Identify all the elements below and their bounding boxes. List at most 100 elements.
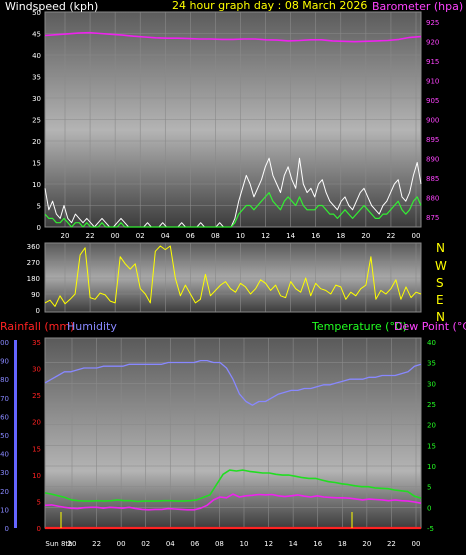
rain-y-tick: 25: [32, 392, 41, 400]
rain-y-tick: 10: [32, 472, 41, 480]
barometer-y-tick: 925: [426, 19, 439, 27]
dir-y-tick: 0: [36, 307, 40, 315]
humidity-axis-bar: [14, 340, 17, 528]
rain-y-tick: 0: [37, 525, 41, 533]
barometer-y-tick: 915: [426, 58, 439, 66]
temp-y-tick: 0: [427, 504, 431, 512]
rainfall-title: Rainfall (mm): [0, 320, 74, 333]
dir-label-s: S: [436, 276, 444, 290]
barometer-y-tick: 880: [426, 195, 439, 203]
wind-x-tick: 06: [186, 232, 195, 240]
temp-x-tick: 04: [166, 540, 175, 548]
wind-y-tick: 50: [32, 9, 41, 17]
graph-title: 24 hour graph day : 08 March 2026: [172, 0, 367, 12]
wind-x-tick: 04: [161, 232, 170, 240]
humidity-y-tick: 20: [0, 488, 9, 496]
wind-x-tick: 00: [412, 232, 421, 240]
temp-x-tick: Sun 8th: [45, 540, 72, 548]
rain-y-tick: 15: [32, 445, 41, 453]
temp-y-tick: 40: [427, 339, 436, 347]
rain-y-tick: 35: [32, 339, 41, 347]
wind-x-tick: 10: [236, 232, 245, 240]
temp-y-tick: 20: [427, 422, 436, 430]
temp-x-tick: 00: [117, 540, 126, 548]
rain-y-tick: 30: [32, 366, 41, 374]
temp-x-tick: 12: [264, 540, 273, 548]
barometer-y-tick: 890: [426, 156, 439, 164]
temperature-title: Temperature (°C): [311, 320, 407, 333]
dir-y-tick: 180: [27, 275, 40, 283]
wind-y-tick: 45: [32, 31, 41, 39]
wind-y-tick: 30: [32, 95, 41, 103]
wind-x-tick: 20: [361, 232, 370, 240]
wind-y-tick: 0: [37, 224, 41, 232]
barometer-title: Barometer (hpa): [372, 0, 463, 13]
humidity-y-tick: 80: [0, 376, 9, 384]
temp-x-tick: 16: [313, 540, 322, 548]
wind-y-tick: 35: [32, 74, 41, 82]
barometer-y-tick: 895: [426, 136, 439, 144]
temp-y-tick: 25: [427, 401, 436, 409]
rain-y-tick: 5: [37, 498, 41, 506]
wind-x-tick: 16: [311, 232, 320, 240]
dir-y-tick: 360: [27, 243, 40, 251]
wind-y-tick: 25: [32, 117, 41, 125]
temp-x-tick: 10: [240, 540, 249, 548]
humidity-y-tick: 50: [0, 432, 9, 440]
wind-x-tick: 12: [261, 232, 270, 240]
barometer-y-tick: 920: [426, 38, 439, 46]
wind-x-tick: 14: [286, 232, 295, 240]
dir-y-tick: 90: [31, 291, 40, 299]
wind-y-tick: 20: [32, 138, 41, 146]
temperature-line: [44, 469, 422, 503]
wind-x-tick: 22: [86, 232, 95, 240]
humidity-y-tick: 10: [0, 506, 9, 514]
dir-label-w: W: [435, 259, 447, 273]
temp-y-tick: 5: [427, 484, 431, 492]
wind-x-tick: 00: [111, 232, 120, 240]
barometer-y-tick: 900: [426, 117, 439, 125]
temp-x-tick: 20: [362, 540, 371, 548]
wind-y-tick: 5: [37, 203, 41, 211]
barometer-y-tick: 910: [426, 77, 439, 85]
temp-x-tick: 20: [68, 540, 77, 548]
temp-x-tick: 18: [338, 540, 347, 548]
wind-y-tick: 40: [32, 52, 41, 60]
barometer-y-tick: 905: [426, 97, 439, 105]
temp-x-tick: 22: [92, 540, 101, 548]
dir-y-tick: 270: [27, 259, 40, 267]
wind-gust-line: [44, 157, 422, 228]
wind-x-tick: 22: [386, 232, 395, 240]
humidity-y-tick: 40: [0, 451, 9, 459]
temp-x-tick: 02: [141, 540, 150, 548]
humidity-y-tick: 70: [0, 395, 9, 403]
dir-label-e: E: [436, 293, 444, 307]
temp-x-tick: 22: [387, 540, 396, 548]
dir-label-n-bottom: N: [436, 310, 445, 324]
wind-y-tick: 15: [32, 160, 41, 168]
temp-x-tick: 08: [215, 540, 224, 548]
barometer-line: [44, 31, 422, 43]
barometer-y-tick: 885: [426, 175, 439, 183]
temp-y-tick: 15: [427, 442, 436, 450]
wind-y-tick: 10: [32, 181, 41, 189]
temp-y-tick: 30: [427, 380, 436, 388]
wind-speed-line: [44, 192, 422, 228]
wind-x-tick: 02: [136, 232, 145, 240]
temp-x-tick: 06: [190, 540, 199, 548]
rain-y-tick: 20: [32, 419, 41, 427]
temp-panel: [44, 337, 422, 529]
temp-x-tick: 00: [412, 540, 421, 548]
wind-x-tick: 18: [336, 232, 345, 240]
wind-x-tick: 08: [211, 232, 220, 240]
wind-title: Windspeed (kph): [5, 0, 98, 13]
dewpoint-title: Dew Point (°C): [394, 320, 466, 333]
humidity-title: Humidity: [67, 320, 117, 333]
temp-x-tick: 14: [289, 540, 298, 548]
direction-line: [44, 245, 422, 307]
temp-y-tick: -5: [427, 525, 434, 533]
temp-y-tick: 35: [427, 360, 436, 368]
wind-x-tick: 20: [61, 232, 70, 240]
direction-panel: [44, 242, 422, 313]
